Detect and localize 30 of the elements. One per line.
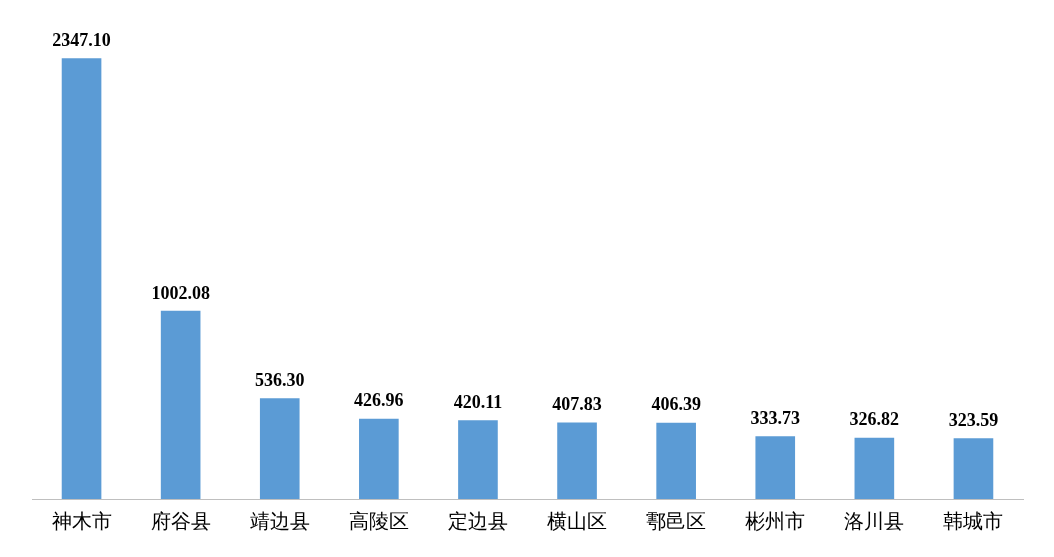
x-tick-label: 鄠邑区 bbox=[646, 510, 707, 533]
x-tick-label: 神木市 bbox=[51, 510, 112, 533]
x-tick-label: 府谷县 bbox=[150, 510, 211, 533]
bar bbox=[61, 58, 102, 499]
bar bbox=[854, 437, 895, 499]
data-label: 326.82 bbox=[849, 409, 900, 430]
data-label: 2347.10 bbox=[52, 29, 111, 50]
bar bbox=[953, 438, 994, 499]
data-label: 407.83 bbox=[552, 394, 602, 415]
bar bbox=[755, 436, 796, 499]
x-tick-label: 彬州市 bbox=[745, 510, 806, 533]
data-label: 406.39 bbox=[651, 394, 701, 415]
bar bbox=[458, 420, 498, 499]
x-tick-label: 洛川县 bbox=[844, 510, 905, 533]
x-tick-label: 定边县 bbox=[447, 510, 508, 533]
x-tick-label: 横山区 bbox=[547, 510, 608, 533]
bar bbox=[656, 422, 696, 499]
data-label: 420.11 bbox=[453, 391, 503, 412]
x-tick-label: 高陵区 bbox=[348, 510, 409, 533]
bar bbox=[359, 418, 399, 499]
data-label: 333.73 bbox=[750, 408, 800, 428]
x-tick-label: 韩城市 bbox=[943, 510, 1004, 533]
x-tick-label: 靖边县 bbox=[249, 510, 310, 533]
bar bbox=[259, 398, 300, 499]
data-label: 323.59 bbox=[948, 409, 999, 430]
bar bbox=[557, 422, 597, 499]
data-label: 426.96 bbox=[354, 390, 404, 411]
data-label: 1002.08 bbox=[151, 282, 210, 303]
bar bbox=[160, 310, 201, 499]
data-label: 536.30 bbox=[255, 369, 305, 390]
